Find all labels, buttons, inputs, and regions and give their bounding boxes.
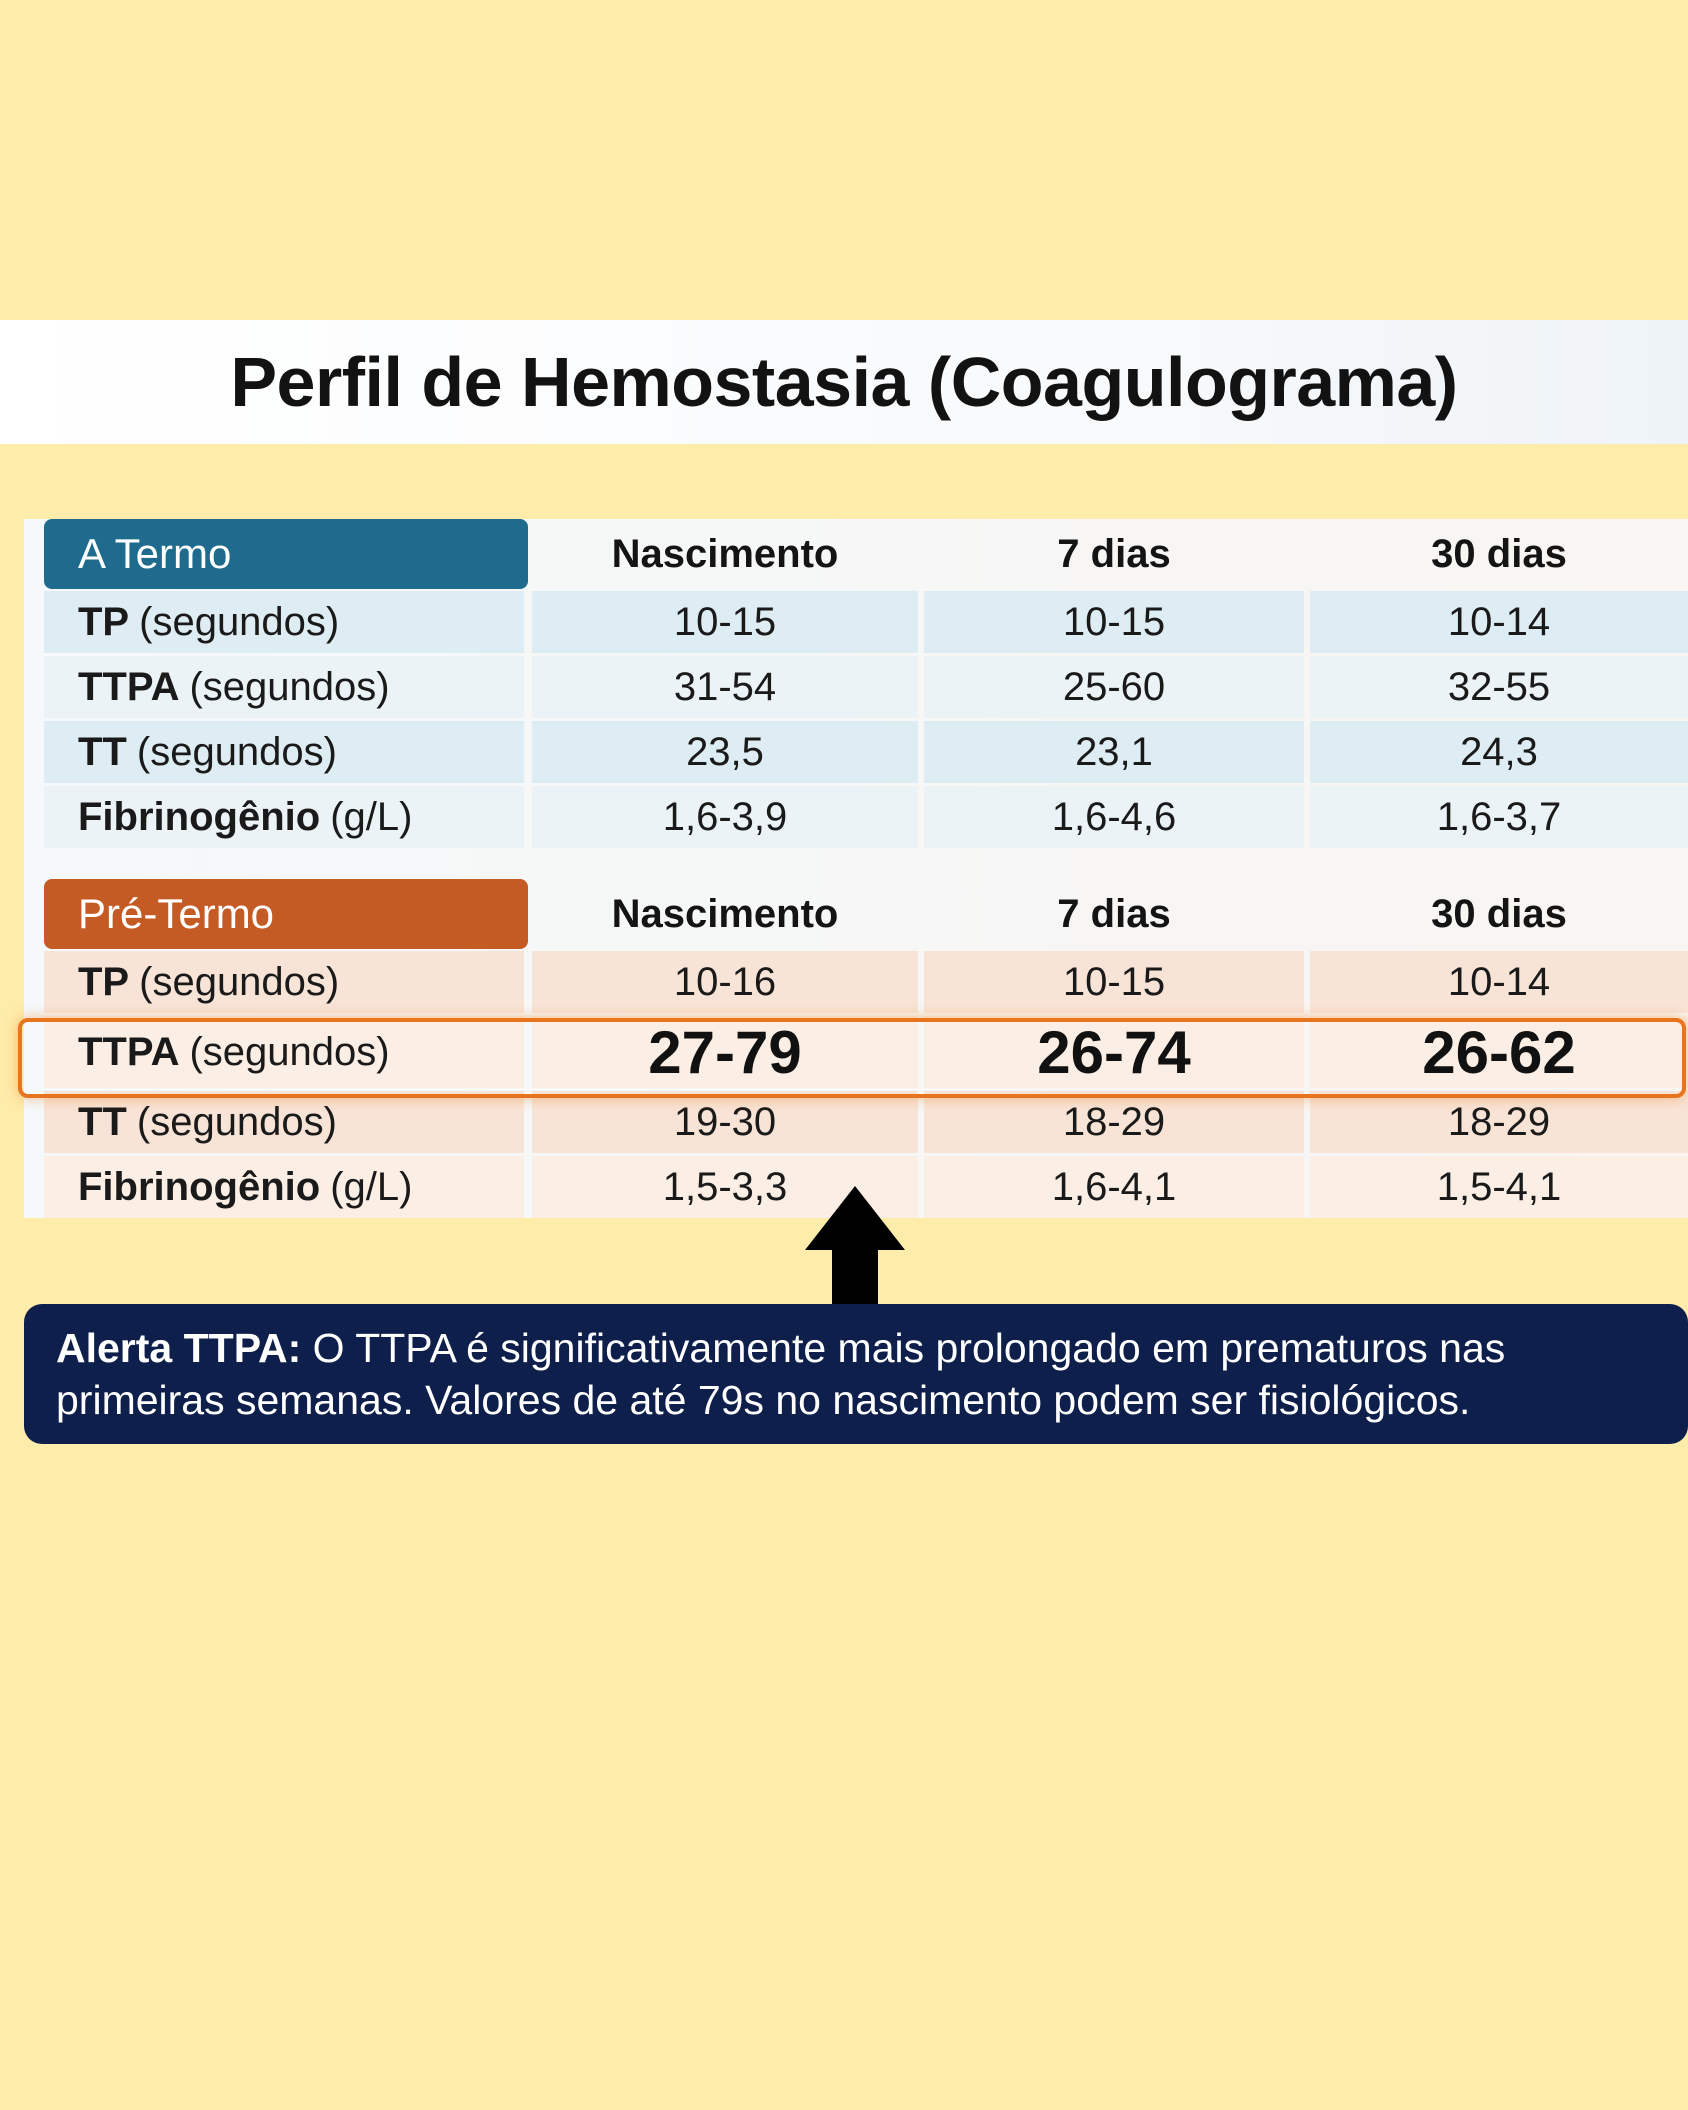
table-row: Fibrinogênio (g/L) 1,5-3,3 1,6-4,1 1,5-4,… (44, 1156, 1688, 1218)
col-header-30-dias: 30 dias (1431, 531, 1567, 576)
value-cell: 1,5-3,3 (532, 1156, 918, 1218)
param-label: TT (segundos) (44, 1091, 524, 1153)
value-cell: 10-14 (1310, 951, 1688, 1013)
param-label: TTPA (segundos) (44, 656, 524, 718)
page-title: Perfil de Hemostasia (Coagulograma) (230, 343, 1458, 421)
value-cell: 1,6-4,1 (924, 1156, 1304, 1218)
param-label: TTPA (segundos) (44, 1016, 524, 1088)
value-cell: 1,6-3,9 (532, 786, 918, 848)
value-cell: 27-79 (532, 1016, 918, 1088)
table-row: TP (segundos) 10-15 10-15 10-14 (44, 591, 1688, 653)
value-cell: 26-74 (924, 1016, 1304, 1088)
title-band: Perfil de Hemostasia (Coagulograma) (0, 320, 1688, 444)
param-unit: (segundos) (136, 1099, 337, 1144)
value-cell: 18-29 (924, 1091, 1304, 1153)
col-header-nascimento: Nascimento (611, 531, 839, 576)
param-name: Fibrinogênio (78, 1164, 321, 1209)
alert-box: Alerta TTPA: O TTPA é significativamente… (24, 1304, 1688, 1444)
value-cell: 1,6-3,7 (1310, 786, 1688, 848)
col-header-7-dias: 7 dias (1057, 531, 1171, 576)
value-cell: 1,6-4,6 (924, 786, 1304, 848)
section-header-row: Pré-Termo Nascimento 7 dias 30 dias (44, 879, 1688, 949)
table-row: TT (segundos) 23,5 23,1 24,3 (44, 721, 1688, 783)
value-cell: 10-15 (532, 591, 918, 653)
value-cell: 25-60 (924, 656, 1304, 718)
table-row: TT (segundos) 19-30 18-29 18-29 (44, 1091, 1688, 1153)
param-name: TT (78, 729, 127, 774)
col-header-nascimento: Nascimento (611, 891, 839, 936)
value-cell: 23,5 (532, 721, 918, 783)
param-unit: (segundos) (139, 959, 340, 1004)
table-row: TP (segundos) 10-16 10-15 10-14 (44, 951, 1688, 1013)
value-cell: 31-54 (532, 656, 918, 718)
param-label: TP (segundos) (44, 951, 524, 1013)
param-name: TP (78, 599, 130, 644)
table-row-highlighted: TTPA (segundos) 27-79 26-74 26-62 (44, 1016, 1688, 1088)
table-row: TTPA (segundos) 31-54 25-60 32-55 (44, 656, 1688, 718)
param-label: Fibrinogênio (g/L) (44, 786, 524, 848)
value-cell: 1,5-4,1 (1310, 1156, 1688, 1218)
param-label: Fibrinogênio (g/L) (44, 1156, 524, 1218)
table-row: Fibrinogênio (g/L) 1,6-3,9 1,6-4,6 1,6-3,… (44, 786, 1688, 848)
value-cell: 10-15 (924, 591, 1304, 653)
value-cell: 10-15 (924, 951, 1304, 1013)
param-unit: (segundos) (189, 664, 390, 709)
param-name: TTPA (78, 1029, 180, 1074)
param-unit: (g/L) (330, 1164, 413, 1209)
param-name: TT (78, 1099, 127, 1144)
param-label: TP (segundos) (44, 591, 524, 653)
value-cell: 19-30 (532, 1091, 918, 1153)
param-unit: (g/L) (330, 794, 413, 839)
param-label: TT (segundos) (44, 721, 524, 783)
value-cell: 24,3 (1310, 721, 1688, 783)
param-unit: (segundos) (189, 1029, 390, 1074)
up-arrow-icon (805, 1186, 905, 1320)
alert-text: O TTPA é significativamente mais prolong… (56, 1325, 1506, 1423)
group-label-a-termo: A Termo (44, 519, 528, 589)
col-header-30-dias: 30 dias (1431, 891, 1567, 936)
value-cell: 23,1 (924, 721, 1304, 783)
value-cell: 10-14 (1310, 591, 1688, 653)
value-cell: 26-62 (1310, 1016, 1688, 1088)
param-unit: (segundos) (136, 729, 337, 774)
value-cell: 32-55 (1310, 656, 1688, 718)
section-header-row: A Termo Nascimento 7 dias 30 dias (44, 519, 1688, 589)
param-unit: (segundos) (139, 599, 340, 644)
param-name: TTPA (78, 664, 180, 709)
value-cell: 18-29 (1310, 1091, 1688, 1153)
hemostasis-table: A Termo Nascimento 7 dias 30 dias TP (seg… (24, 519, 1688, 1218)
value-cell: 10-16 (532, 951, 918, 1013)
alert-label: Alerta TTPA: (56, 1325, 302, 1371)
group-label-pre-termo: Pré-Termo (44, 879, 528, 949)
param-name: TP (78, 959, 130, 1004)
param-name: Fibrinogênio (78, 794, 321, 839)
col-header-7-dias: 7 dias (1057, 891, 1171, 936)
